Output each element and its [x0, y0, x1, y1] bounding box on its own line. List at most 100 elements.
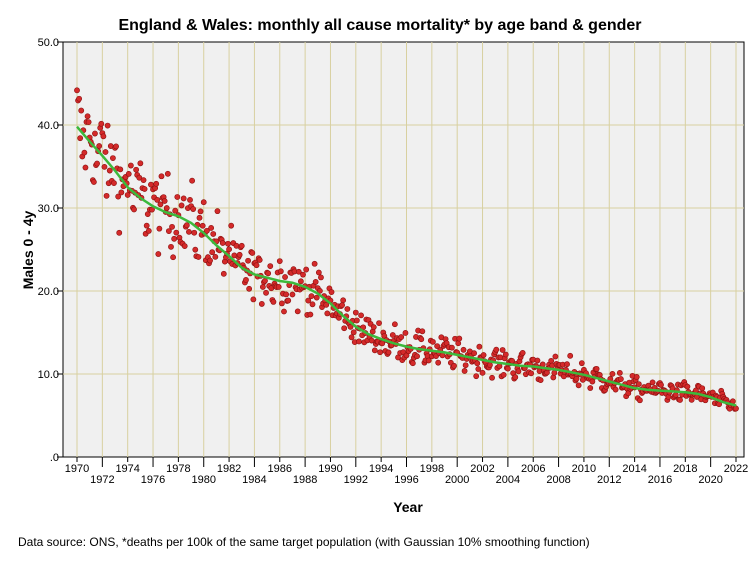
data-point [104, 122, 111, 129]
data-point [181, 243, 188, 249]
data-point [368, 337, 375, 344]
data-point [350, 329, 357, 336]
x-tick-label: 1994 [369, 463, 393, 475]
data-point [172, 207, 179, 214]
x-tick-label: 1974 [115, 463, 139, 475]
data-point [370, 324, 377, 331]
data-point [391, 321, 398, 328]
data-point [502, 351, 509, 358]
x-tick-label: 2012 [597, 474, 621, 486]
data-point [101, 163, 108, 170]
data-point [548, 357, 555, 364]
x-tick-label: 2010 [572, 463, 596, 475]
data-point [340, 297, 347, 304]
data-point [127, 162, 134, 169]
data-point [499, 347, 506, 353]
data-point [317, 287, 323, 294]
y-tick-label: 30.0 [38, 203, 59, 215]
data-point [76, 95, 83, 102]
data-point [256, 257, 263, 263]
x-tick-label: 1980 [191, 474, 215, 486]
data-point [171, 235, 178, 242]
data-point [315, 269, 322, 276]
x-tick-label: 1972 [90, 474, 114, 486]
data-point [612, 386, 619, 393]
data-point [339, 302, 345, 308]
data-point [183, 222, 190, 229]
data-point [281, 308, 287, 315]
data-point [352, 309, 359, 316]
data-point [567, 352, 574, 359]
data-point [456, 335, 463, 342]
data-point [500, 371, 507, 378]
data-point [110, 155, 116, 161]
data-point [113, 143, 119, 150]
data-point [512, 374, 519, 381]
data-point [430, 338, 436, 345]
x-tick-label: 1976 [141, 474, 165, 486]
data-point [617, 376, 624, 382]
x-tick-label: 2014 [622, 463, 646, 475]
data-point [173, 229, 180, 236]
data-point [425, 357, 432, 364]
data-point [294, 308, 301, 315]
data-point [461, 368, 468, 374]
data-point [462, 362, 469, 369]
data-point [190, 206, 197, 212]
data-point [157, 201, 164, 208]
data-point [200, 199, 207, 206]
x-tick-label: 2016 [648, 474, 672, 486]
data-point [153, 180, 160, 187]
data-point [249, 250, 256, 256]
data-point [487, 362, 493, 368]
data-point [285, 297, 292, 304]
data-point [328, 289, 335, 295]
data-point [435, 359, 442, 366]
data-point [418, 336, 425, 343]
data-point [210, 231, 217, 237]
data-point [133, 166, 140, 173]
x-tick-label: 2008 [546, 474, 570, 486]
data-point [455, 340, 462, 347]
data-point [156, 225, 163, 232]
data-point [155, 251, 162, 257]
data-point [409, 360, 416, 367]
data-point [684, 383, 691, 390]
data-point [733, 405, 739, 412]
x-tick-label: 1988 [293, 474, 317, 486]
data-point [196, 214, 203, 221]
data-point [323, 301, 330, 308]
data-point [389, 332, 396, 338]
data-point [82, 164, 89, 171]
data-point [677, 397, 683, 403]
data-point [276, 258, 283, 265]
y-tick-label: 40.0 [38, 120, 59, 132]
data-point [636, 397, 643, 404]
data-point [699, 385, 706, 392]
x-tick-label: 1978 [166, 463, 190, 475]
data-point [195, 254, 202, 260]
data-point [207, 257, 213, 264]
x-tick-label: 1984 [242, 474, 266, 486]
data-point [539, 361, 546, 368]
data-point [220, 270, 227, 277]
data-point [616, 369, 623, 376]
data-point [688, 396, 695, 403]
data-point [140, 177, 147, 184]
x-tick-label: 2006 [521, 463, 545, 475]
data-point [106, 167, 113, 174]
data-point [118, 189, 125, 196]
data-point [96, 143, 103, 149]
y-axis-label: Males 0 - 4y [20, 210, 36, 289]
data-point [98, 120, 105, 127]
data-point [658, 382, 664, 388]
x-tick-label: 1990 [318, 463, 342, 475]
y-tick-label: .0 [50, 452, 59, 464]
data-point [312, 279, 319, 285]
data-point [295, 268, 302, 275]
data-point [92, 130, 98, 137]
data-point [419, 328, 426, 335]
data-point [672, 392, 679, 398]
data-point [131, 206, 137, 213]
